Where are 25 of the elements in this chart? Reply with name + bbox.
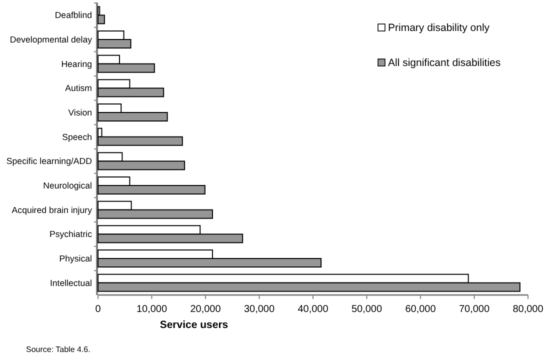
y-tick-label: Hearing — [61, 58, 92, 69]
legend-label: All significant disabilities — [388, 57, 501, 69]
x-tick-label: 80,000 — [512, 304, 544, 315]
y-tick-label: Neurological — [43, 180, 92, 191]
legend-label: Primary disability only — [388, 22, 490, 34]
y-tick-label: Intellectual — [50, 278, 92, 288]
source-note: Source: Table 4.6. — [26, 345, 90, 354]
x-tick-label: 70,000 — [458, 304, 490, 315]
x-tick-label: 50,000 — [351, 304, 382, 315]
y-tick-label: Physical — [59, 254, 92, 264]
y-tick-label: Autism — [65, 83, 92, 94]
y-tick-label: Deafblind — [54, 10, 92, 20]
y-tick-label: Specific learning/ADD — [6, 156, 92, 166]
y-tick-label: Psychiatric — [49, 229, 93, 240]
x-tick-label: 40,000 — [298, 304, 329, 315]
y-tick-label: Speech — [62, 132, 92, 142]
x-tick-label: 30,000 — [244, 304, 275, 315]
y-tick-label: Vision — [68, 108, 92, 118]
x-tick-label: 0 — [95, 304, 102, 315]
x-tick-label: 10,000 — [136, 304, 168, 315]
x-axis-title: Service users — [160, 319, 228, 331]
x-tick-label: 60,000 — [405, 304, 436, 315]
x-tick-label: 20,000 — [190, 304, 222, 315]
y-tick-label: Developmental delay — [10, 34, 93, 45]
y-tick-label: Acquired brain injury — [12, 204, 93, 215]
